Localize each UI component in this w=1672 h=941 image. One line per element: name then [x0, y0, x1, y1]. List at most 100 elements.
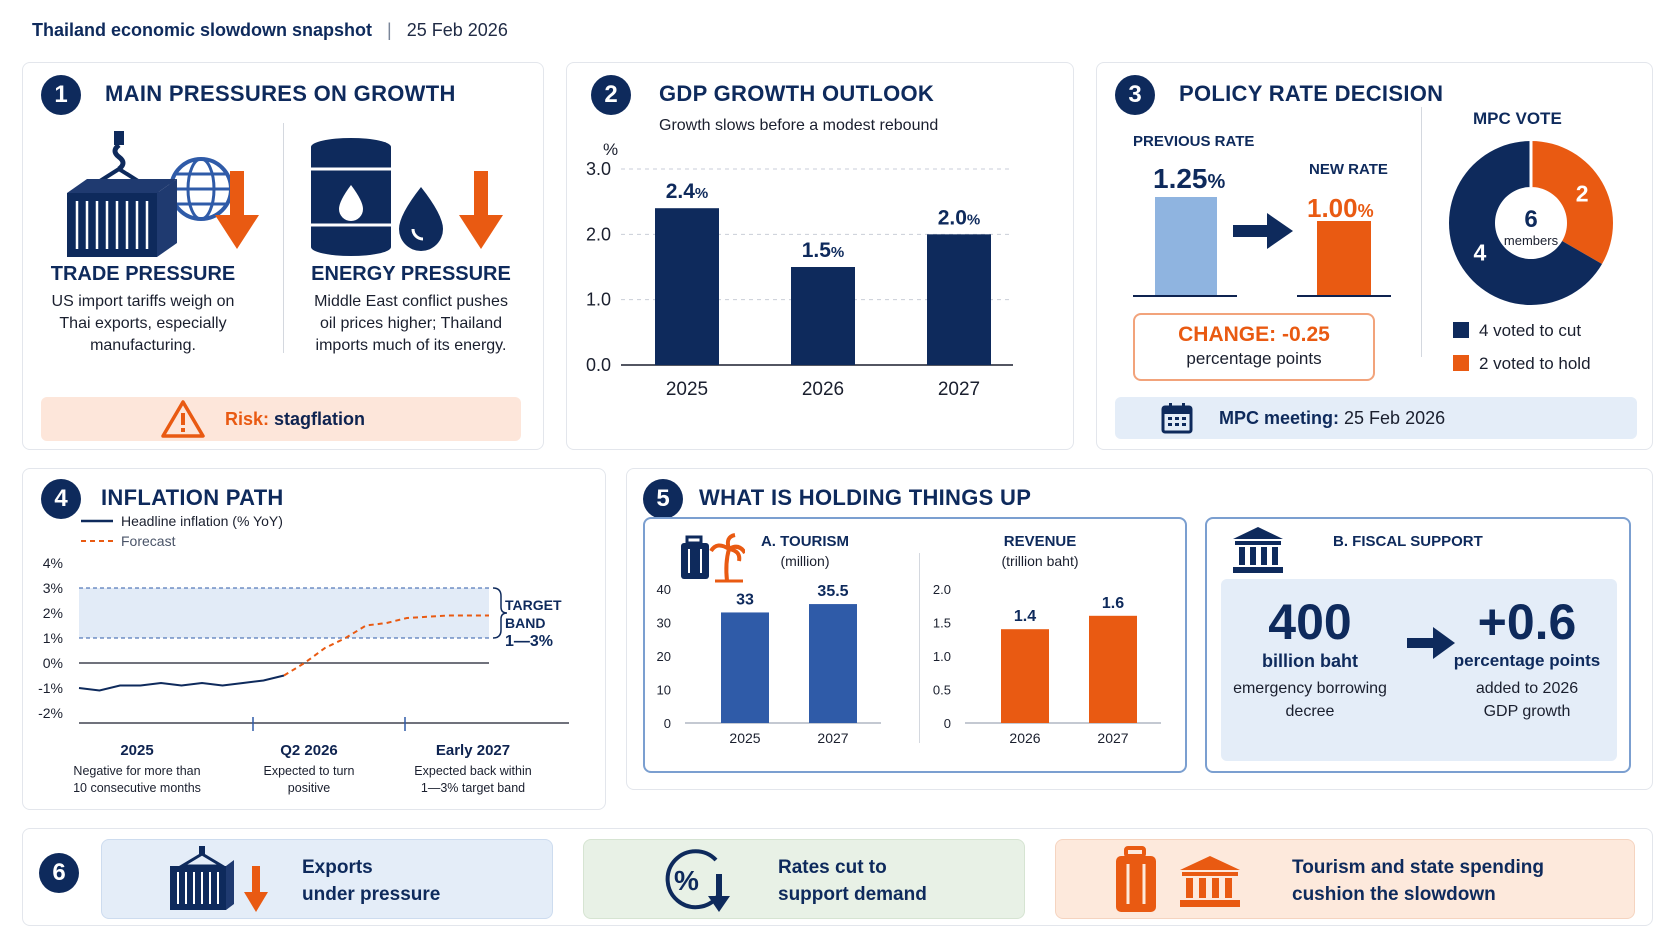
- revenue-bar-label: 1.6: [1102, 595, 1124, 612]
- section-title-gdp: GDP GROWTH OUTLOOK: [659, 81, 935, 106]
- inflation-ytick: 1%: [43, 630, 63, 646]
- period-note: Negative for more than: [73, 764, 200, 778]
- tourism-ytick: 10: [657, 683, 671, 698]
- revenue-ytick: 1.5: [933, 616, 951, 631]
- previous-rate-label: PREVIOUS RATE: [1133, 133, 1255, 150]
- revenue-bar-chart: 2.0 1.5 1.0 0.5 0 1.4 2026 1.6 2027: [933, 582, 1161, 746]
- section-title-holding: WHAT IS HOLDING THINGS UP: [699, 485, 1032, 510]
- pressures-divider: [283, 123, 284, 353]
- vote-slice-label: 4: [1474, 240, 1487, 266]
- period-note: positive: [288, 781, 330, 795]
- legend-label-forecast: Forecast: [121, 533, 176, 549]
- period-note: Expected back within: [414, 764, 531, 778]
- period-label: Q2 2026: [280, 742, 338, 759]
- government-building-icon: [1233, 527, 1283, 573]
- new-rate-label: NEW RATE: [1309, 161, 1388, 178]
- mpc-meeting-bar: MPC meeting: 25 Feb 2026: [1115, 397, 1637, 439]
- summary-card-exports: Exports under pressure: [101, 839, 553, 919]
- gdp-bar: [655, 208, 719, 365]
- tourism-box: A. TOURISM (million) 40 30 20 10 0 33 2025 35.5…: [643, 517, 1187, 773]
- gdp-bar: [927, 234, 991, 365]
- vote-slice: [1531, 141, 1613, 264]
- revenue-xtick: 2026: [1009, 730, 1040, 746]
- cargo-container-globe-icon: [67, 131, 233, 257]
- legend-hold: 2 voted to hold: [1453, 354, 1591, 374]
- period-label: Early 2027: [436, 742, 510, 759]
- inflation-forecast-line: [283, 614, 489, 677]
- tourism-xtick: 2025: [729, 730, 760, 746]
- revenue-bar-label: 1.4: [1014, 608, 1036, 625]
- percent-down-icon: %: [665, 849, 730, 912]
- period-label: 2025: [120, 742, 153, 759]
- fiscal-inner: [1221, 579, 1617, 761]
- section-number-4: 4: [41, 479, 81, 519]
- tourism-ytick: 20: [657, 649, 671, 664]
- gdp-bar-label: 2.0%: [938, 206, 981, 229]
- tourism-bar: [721, 612, 769, 723]
- inflation-ytick: 3%: [43, 580, 63, 596]
- fiscal-effect-desc: added to 2026 GDP growth: [1475, 680, 1579, 720]
- tourism-xtick: 2027: [817, 730, 848, 746]
- new-rate-bar: [1317, 221, 1371, 295]
- svg-text:%: %: [674, 865, 699, 896]
- gdp-subtitle: Growth slows before a modest rebound: [659, 117, 939, 134]
- section-title-inflation: INFLATION PATH: [101, 485, 284, 510]
- legend-swatch-cut: [1453, 322, 1469, 338]
- fiscal-amount-desc: emergency borrowing decree: [1233, 680, 1387, 720]
- new-rate-value: 1.00%: [1307, 193, 1374, 223]
- inflation-ytick: 2%: [43, 605, 63, 621]
- summary-card-tourism: Tourism and state spending cushion the s…: [1055, 839, 1635, 919]
- inflation-ytick: -2%: [38, 705, 63, 721]
- period-note: 10 consecutive months: [73, 781, 201, 795]
- target-band-bracket: [492, 587, 508, 639]
- period-note: Expected to turn: [263, 764, 354, 778]
- policy-divider: [1421, 107, 1422, 357]
- inflation-ytick: 0%: [43, 655, 63, 671]
- gdp-ytick: 3.0: [586, 159, 611, 179]
- section-number-5: 5: [643, 479, 683, 519]
- tourism-divider: [919, 553, 920, 743]
- fiscal-title: B. FISCAL SUPPORT: [1333, 533, 1483, 550]
- legend-cut: 4 voted to cut: [1453, 321, 1581, 341]
- page-title: Thailand economic slowdown snapshot: [32, 20, 373, 40]
- panel-main-pressures: 1 MAIN PRESSURES ON GROWTH TRADE PRESSUR…: [22, 62, 544, 450]
- fiscal-effect: +0.6: [1477, 594, 1577, 650]
- summary-rates-text: Rates cut to support demand: [778, 857, 927, 905]
- summary-exports-text: Exports under pressure: [302, 857, 441, 905]
- gdp-ytick: 2.0: [586, 224, 611, 244]
- panel-policy-rate: 3 POLICY RATE DECISION PREVIOUS RATE 1.2…: [1096, 62, 1653, 450]
- panel-summary: 6 Exports under pressure % Rates cu: [22, 828, 1653, 926]
- target-band-label: TARGET: [505, 597, 562, 613]
- energy-pressure-text: Middle East conflict pushes oil prices h…: [314, 293, 508, 354]
- gdp-ytick: 0.0: [586, 355, 611, 375]
- gdp-ylabel: %: [603, 143, 618, 159]
- section-title-pressures: MAIN PRESSURES ON GROWTH: [105, 81, 456, 106]
- rate-change-box: CHANGE: -0.25 percentage points: [1133, 313, 1375, 381]
- panel-holding-up: 5 WHAT IS HOLDING THINGS UP A. TOURISM (…: [626, 468, 1653, 790]
- revenue-ytick: 0: [944, 716, 951, 731]
- section-title-policy: POLICY RATE DECISION: [1179, 81, 1444, 106]
- vote-total: 6: [1524, 206, 1537, 233]
- gdp-xtick: 2025: [666, 379, 708, 400]
- suitcase-bank-icon: [1116, 846, 1240, 912]
- revenue-xtick: 2027: [1097, 730, 1128, 746]
- gdp-xtick: 2027: [938, 379, 980, 400]
- down-arrow-icon: [459, 171, 503, 249]
- calendar-icon: [1161, 403, 1193, 434]
- mpc-meeting-text: MPC meeting: 25 Feb 2026: [1219, 408, 1446, 428]
- vote-slice-label: 2: [1576, 181, 1589, 207]
- tourism-ytick: 40: [657, 582, 671, 597]
- legend-swatch-hold: [1453, 355, 1469, 371]
- right-arrow-icon: [1407, 627, 1455, 659]
- section-number-3: 3: [1115, 75, 1155, 115]
- risk-banner: Risk: stagflation: [41, 397, 521, 441]
- summary-tourism-text: Tourism and state spending cushion the s…: [1292, 857, 1544, 905]
- vote-slice: [1449, 141, 1603, 305]
- panel-gdp-outlook: 2 GDP GROWTH OUTLOOK Growth slows before…: [566, 62, 1074, 450]
- fiscal-amount-unit: billion baht: [1262, 651, 1358, 671]
- page-header: Thailand economic slowdown snapshot | 25…: [32, 20, 508, 41]
- fiscal-box: B. FISCAL SUPPORT 400 billion baht emerg…: [1205, 517, 1631, 773]
- trade-pressure-title: TRADE PRESSURE: [50, 263, 236, 285]
- oil-barrel-drop-icon: [311, 138, 443, 256]
